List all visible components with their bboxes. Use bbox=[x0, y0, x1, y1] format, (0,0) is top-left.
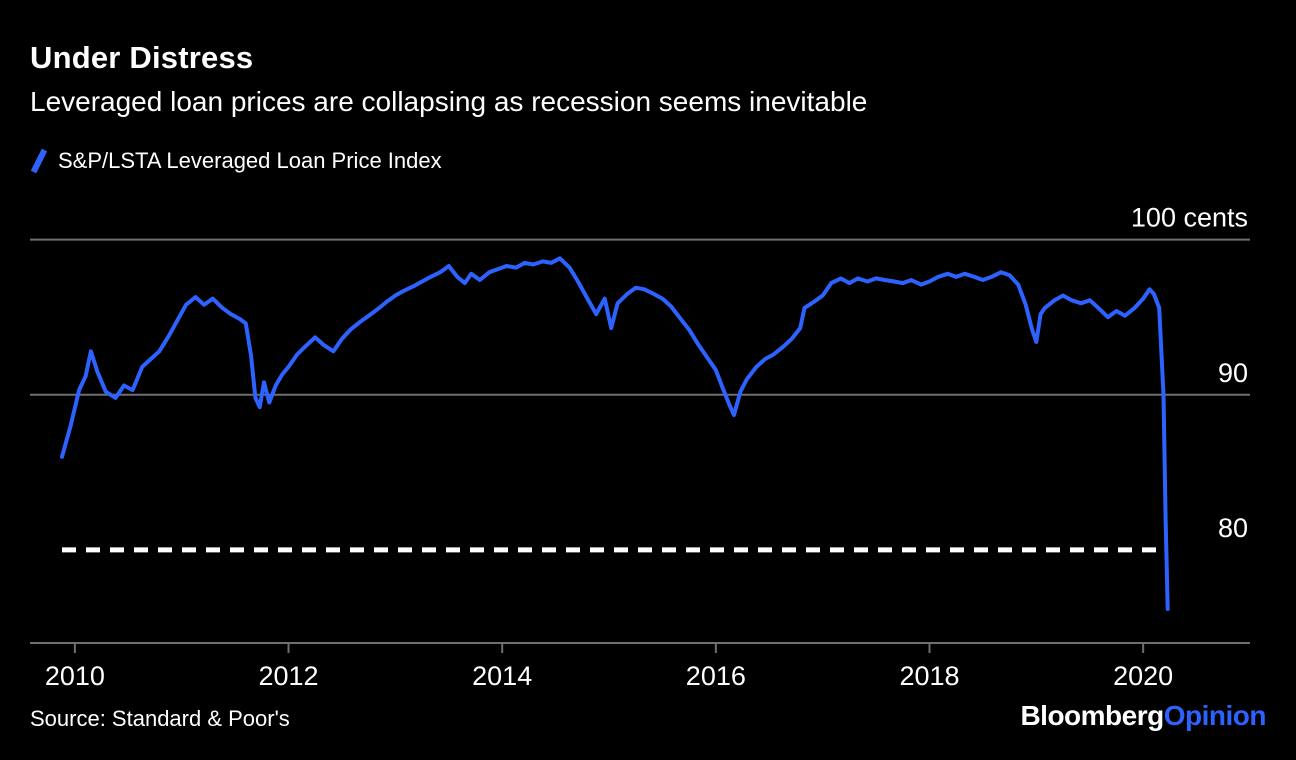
x-tick-label-2016: 2016 bbox=[686, 661, 746, 691]
x-tick-label-2020: 2020 bbox=[1113, 661, 1173, 691]
source-note: Source: Standard & Poor's bbox=[30, 706, 290, 731]
logo-bloomberg: Bloomberg bbox=[1020, 700, 1164, 731]
x-tick-label-2014: 2014 bbox=[472, 661, 532, 691]
line-chart: 100 cents 90 80 2010 2012 2014 2016 2018 2020 bbox=[30, 203, 1250, 691]
chart-subtitle: Leveraged loan prices are collapsing as … bbox=[30, 86, 868, 117]
y-axis-label-80: 80 bbox=[1218, 513, 1248, 543]
x-tick-label-2010: 2010 bbox=[45, 661, 105, 691]
series-line bbox=[60, 256, 1170, 611]
logo-opinion: Opinion bbox=[1163, 700, 1267, 731]
legend: S&P/LSTA Leveraged Loan Price Index bbox=[30, 148, 442, 174]
chart-title: Under Distress bbox=[30, 40, 254, 75]
legend-label: S&P/LSTA Leveraged Loan Price Index bbox=[58, 148, 442, 173]
bloomberg-opinion-logo: BloombergOpinion bbox=[1020, 700, 1266, 732]
y-axis-label-90: 90 bbox=[1218, 358, 1248, 388]
legend-slash-icon bbox=[30, 148, 48, 174]
x-tick-label-2018: 2018 bbox=[899, 661, 959, 691]
y-axis-label-100: 100 cents bbox=[1131, 203, 1248, 233]
x-tick-label-2012: 2012 bbox=[258, 661, 318, 691]
